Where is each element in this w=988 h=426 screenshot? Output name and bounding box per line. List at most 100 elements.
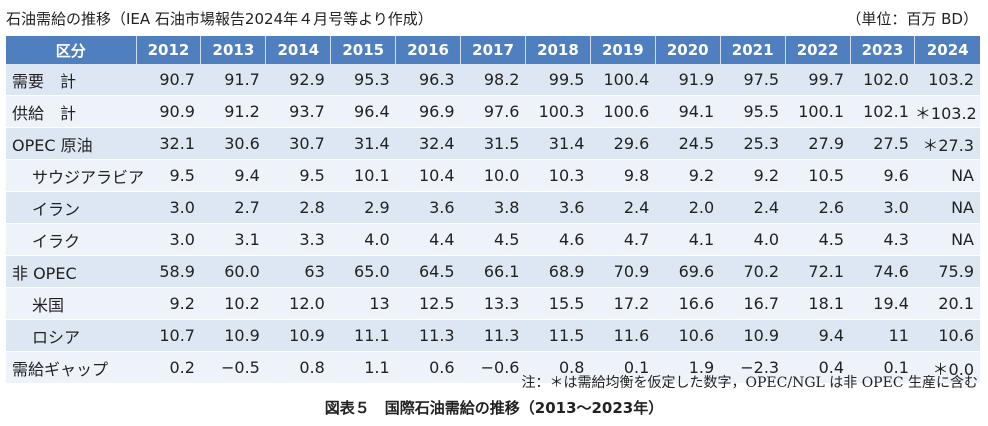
header-year: 2012: [136, 36, 202, 64]
table-cell: 2.8: [265, 191, 331, 224]
table-row: イラン 3.0 2.7 2.8 2.9 3.6 3.8 3.6 2.4 2.0 2.4 2.6 3.0 N…: [6, 191, 980, 224]
table-cell: 1.9: [655, 351, 721, 384]
table-cell: 4.0: [330, 223, 396, 256]
table-cell: 100.4: [590, 64, 656, 96]
table-cell: 11.3: [460, 319, 526, 352]
table-cell: 31.4: [525, 127, 591, 160]
table-cell: 1.1: [330, 351, 396, 384]
table-cell: 2.0: [655, 191, 721, 224]
table-cell: 96.9: [395, 95, 461, 128]
table-cell: 31.4: [330, 127, 396, 160]
table-cell: ＊103.2: [914, 95, 980, 128]
row-label: 供給 計: [6, 95, 137, 128]
table-cell: −2.3: [720, 351, 786, 384]
table-cell: 2.4: [590, 191, 656, 224]
row-label: 米国: [6, 287, 137, 320]
table-cell: 2.7: [200, 191, 266, 224]
table-cell: 9.5: [136, 159, 201, 192]
header-year: 2023: [850, 36, 916, 64]
table-cell: ＊0.0: [914, 351, 980, 384]
table-cell: 2.9: [330, 191, 396, 224]
table-cell: 99.7: [785, 64, 851, 96]
row-label: イラン: [6, 191, 137, 224]
table-cell: 16.7: [720, 287, 786, 320]
table-cell: 70.2: [720, 255, 786, 288]
table-cell: 69.6: [655, 255, 721, 288]
table-cell: 9.8: [590, 159, 656, 192]
table-cell: 0.8: [265, 351, 331, 384]
table-cell: 10.6: [914, 319, 980, 352]
table-cell: 4.1: [655, 223, 721, 256]
row-label: 需給ギャップ: [6, 351, 137, 384]
table-cell: 32.4: [395, 127, 461, 160]
table-cell: 65.0: [330, 255, 396, 288]
table-cell: 10.5: [785, 159, 851, 192]
table-cell: 97.6: [460, 95, 526, 128]
table-cell: 9.4: [200, 159, 266, 192]
header-year: 2013: [200, 36, 267, 64]
table-cell: 13: [330, 287, 396, 320]
table-cell: 100.3: [525, 95, 591, 128]
table-cell: 10.9: [720, 319, 786, 352]
table-cell: 4.4: [395, 223, 461, 256]
table-cell: 32.1: [136, 127, 201, 160]
table-cell: 12.0: [265, 287, 331, 320]
table-cell: 10.6: [655, 319, 721, 352]
table-cell: NA: [914, 159, 980, 192]
oil-supply-demand-table: 区分 2012 2013 2014 2015 2016 2017 2018 2019 2020 2…: [6, 36, 980, 384]
table-cell: 95.3: [330, 64, 396, 96]
table-cell: NA: [914, 223, 980, 256]
table-cell: 4.3: [850, 223, 915, 256]
table-cell: 75.9: [914, 255, 980, 288]
row-label: 非 OPEC: [6, 255, 137, 288]
table-cell: 95.5: [720, 95, 786, 128]
table-cell: 94.1: [655, 95, 721, 128]
table-cell: 91.2: [200, 95, 266, 128]
table-cell: 11.5: [525, 319, 591, 352]
table-cell: 10.2: [200, 287, 266, 320]
table-cell: 68.9: [525, 255, 591, 288]
table-cell: 103.2: [914, 64, 980, 96]
table-cell: 0.4: [785, 351, 851, 384]
table-row: イラク 3.0 3.1 3.3 4.0 4.4 4.5 4.6 4.7 4.1 4.0 4.5 4.3 N…: [6, 223, 980, 256]
table-cell: 3.8: [460, 191, 526, 224]
table-cell: 58.9: [136, 255, 201, 288]
table-body: 需要 計 90.7 91.7 92.9 95.3 96.3 98.2 99.5 100.4 91.…: [6, 64, 980, 384]
table-cell: 11.1: [330, 319, 396, 352]
table-cell: 90.9: [136, 95, 201, 128]
table-cell: 31.5: [460, 127, 526, 160]
header-category: 区分: [6, 36, 137, 64]
table-cell: 0.1: [590, 351, 656, 384]
table-cell: 9.2: [720, 159, 786, 192]
row-label: 需要 計: [6, 64, 137, 96]
table-cell: 102.0: [850, 64, 915, 96]
header-row: 区分 2012 2013 2014 2015 2016 2017 2018 2019 2020 2…: [6, 36, 980, 64]
table-cell: 11.3: [395, 319, 461, 352]
table-cell: 19.4: [850, 287, 915, 320]
table-cell: 63: [265, 255, 331, 288]
table-cell: 92.9: [265, 64, 331, 96]
table-cell: NA: [914, 191, 980, 224]
table-cell: 102.1: [850, 95, 915, 128]
table-cell: 99.5: [525, 64, 591, 96]
table-cell: 9.6: [850, 159, 915, 192]
table-cell: 3.6: [525, 191, 591, 224]
table-cell: 9.2: [136, 287, 201, 320]
table-cell: 74.6: [850, 255, 915, 288]
table-cell: 4.7: [590, 223, 656, 256]
row-label: イラク: [6, 223, 137, 256]
header-year: 2019: [590, 36, 656, 64]
table-cell: 9.2: [655, 159, 721, 192]
table-cell: 3.0: [136, 223, 201, 256]
table-cell: 10.0: [460, 159, 526, 192]
table-cell: 16.6: [655, 287, 721, 320]
table-row: 供給 計 90.9 91.2 93.7 96.4 96.9 97.6 100.3 100.6 94…: [6, 95, 980, 128]
table-cell: 90.7: [136, 64, 201, 96]
table-row: 需給ギャップ 0.2 −0.5 0.8 1.1 0.6 −0.6 0.8 0.1 1.9 −2.3 0…: [6, 351, 980, 384]
table-cell: 2.6: [785, 191, 851, 224]
table-cell: 10.1: [330, 159, 396, 192]
figure-caption: 図表５ 国際石油需給の推移（2013〜2023年）: [324, 399, 664, 417]
footnote: 注：＊は需給均衡を仮定した数字，OPEC/NGL は非 OPEC 生産に含む: [521, 375, 978, 391]
table-cell: 12.5: [395, 287, 461, 320]
table-cell: 9.4: [785, 319, 851, 352]
